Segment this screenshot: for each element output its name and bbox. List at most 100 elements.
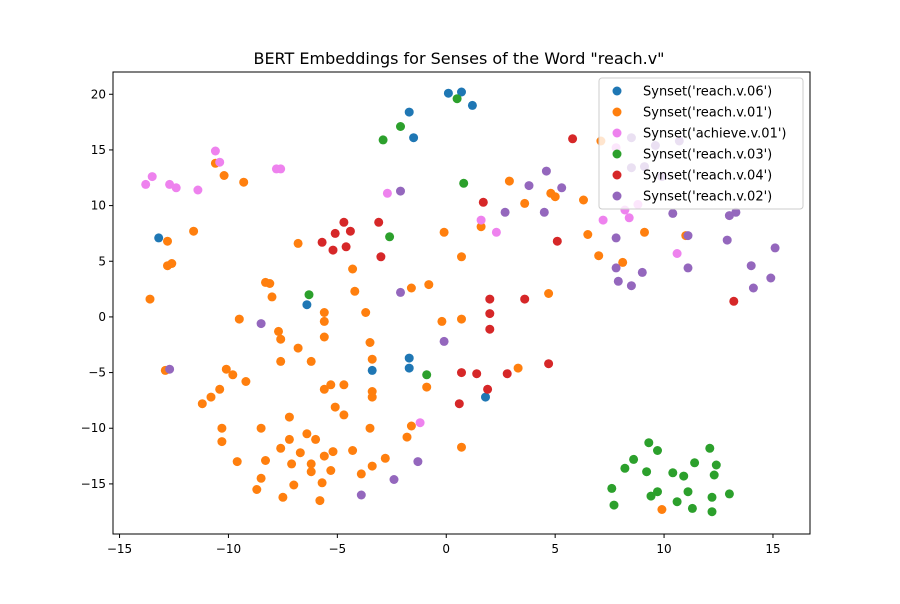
x-tick-label-4: 5 <box>551 542 559 556</box>
point-series-5-4 <box>440 337 449 346</box>
point-series-2-13 <box>599 216 608 225</box>
point-series-3-16 <box>668 468 677 477</box>
x-tick-label-1: −10 <box>216 542 241 556</box>
point-series-1-66 <box>368 462 377 471</box>
point-series-4-20 <box>568 134 577 143</box>
point-series-3-20 <box>688 504 697 513</box>
point-series-4-15 <box>483 385 492 394</box>
legend-label-5: Synset('reach.v.02') <box>643 190 772 205</box>
point-series-2-12 <box>492 228 501 237</box>
point-series-1-50 <box>320 333 329 342</box>
point-series-3-22 <box>705 444 714 453</box>
point-series-5-25 <box>684 231 693 240</box>
point-series-1-82 <box>544 289 553 298</box>
point-series-5-23 <box>668 209 677 218</box>
point-series-1-61 <box>366 338 375 347</box>
point-series-3-8 <box>610 501 619 510</box>
legend-marker-5 <box>613 192 622 201</box>
point-series-4-6 <box>374 218 383 227</box>
point-series-4-2 <box>331 229 340 238</box>
point-series-1-30 <box>285 435 294 444</box>
point-series-4-1 <box>346 227 355 236</box>
point-series-1-53 <box>331 403 340 412</box>
point-series-1-5 <box>189 227 198 236</box>
point-series-5-19 <box>638 268 647 277</box>
point-series-5-6 <box>390 475 399 484</box>
point-series-3-14 <box>653 487 662 496</box>
point-series-3-10 <box>629 455 638 464</box>
point-series-1-56 <box>348 446 357 455</box>
legend: Synset('reach.v.06')Synset('reach.v.01')… <box>599 78 803 209</box>
point-series-5-3 <box>396 187 405 196</box>
point-series-1-80 <box>520 199 529 208</box>
point-series-0-6 <box>302 300 311 309</box>
point-series-0-2 <box>468 101 477 110</box>
point-series-3-23 <box>708 493 717 502</box>
point-series-1-43 <box>315 496 324 505</box>
point-series-2-8 <box>276 164 285 173</box>
point-series-3-13 <box>644 438 653 447</box>
point-series-1-75 <box>457 252 466 261</box>
legend-marker-2 <box>613 129 622 138</box>
point-series-2-10 <box>416 418 425 427</box>
point-series-5-11 <box>542 167 551 176</box>
point-series-1-6 <box>220 171 229 180</box>
point-series-5-1 <box>165 365 174 374</box>
point-series-4-19 <box>553 237 562 246</box>
point-series-1-91 <box>657 505 666 514</box>
point-series-1-52 <box>326 380 335 389</box>
point-series-1-16 <box>217 424 226 433</box>
point-series-5-30 <box>747 261 756 270</box>
point-series-4-16 <box>503 369 512 378</box>
point-series-4-4 <box>329 246 338 255</box>
point-series-2-5 <box>211 147 220 156</box>
point-series-2-9 <box>383 189 392 198</box>
point-series-1-19 <box>257 424 266 433</box>
point-series-4-14 <box>455 399 464 408</box>
point-series-3-25 <box>710 471 719 480</box>
point-series-1-39 <box>302 429 311 438</box>
point-series-1-73 <box>437 317 446 326</box>
point-series-0-3 <box>405 108 414 117</box>
point-series-1-48 <box>320 308 329 317</box>
point-series-5-9 <box>525 181 534 190</box>
y-tick-label-3: 0 <box>98 310 106 324</box>
point-series-3-7 <box>607 484 616 493</box>
point-series-1-71 <box>407 422 416 431</box>
point-series-1-35 <box>294 239 303 248</box>
point-series-1-70 <box>403 433 412 442</box>
point-series-5-15 <box>614 277 623 286</box>
point-series-1-76 <box>457 315 466 324</box>
point-series-3-3 <box>459 179 468 188</box>
y-tick-label-7: 20 <box>91 87 106 101</box>
point-series-1-34 <box>289 481 298 490</box>
y-tick-label-5: 10 <box>91 199 106 213</box>
point-series-1-18 <box>233 457 242 466</box>
y-tick-label-6: 15 <box>91 143 106 157</box>
point-series-1-37 <box>307 357 316 366</box>
point-series-5-31 <box>749 284 758 293</box>
point-series-5-12 <box>557 183 566 192</box>
point-series-1-29 <box>285 413 294 422</box>
legend-label-0: Synset('reach.v.06') <box>643 85 772 100</box>
point-series-1-47 <box>329 447 338 456</box>
point-series-1-41 <box>307 459 316 468</box>
point-series-1-65 <box>366 424 375 433</box>
point-series-3-0 <box>453 94 462 103</box>
point-series-1-36 <box>294 344 303 353</box>
point-series-3-27 <box>725 489 734 498</box>
point-series-4-5 <box>342 242 351 251</box>
point-series-3-17 <box>673 497 682 506</box>
legend-label-3: Synset('reach.v.03') <box>643 148 772 163</box>
point-series-1-69 <box>424 280 433 289</box>
point-series-4-18 <box>544 359 553 368</box>
point-series-4-11 <box>485 325 494 334</box>
y-tick-label-1: −10 <box>81 421 106 435</box>
point-series-5-13 <box>612 263 621 272</box>
point-series-3-9 <box>620 464 629 473</box>
point-series-4-13 <box>472 369 481 378</box>
point-series-1-28 <box>276 357 285 366</box>
point-series-5-27 <box>723 236 732 245</box>
legend-marker-1 <box>613 108 622 117</box>
point-series-2-1 <box>148 172 157 181</box>
